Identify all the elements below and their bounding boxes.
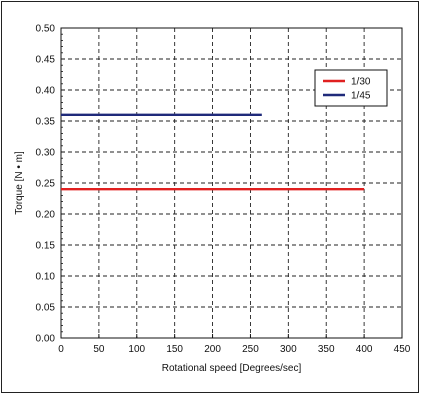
y-tick-label: 0.40 — [36, 86, 56, 97]
x-tick-label: 250 — [242, 344, 259, 355]
y-tick-label: 0.20 — [36, 210, 56, 221]
y-tick-label: 0.05 — [36, 303, 56, 314]
y-tick-label: 0.45 — [36, 55, 56, 66]
x-tick-label: 450 — [394, 344, 411, 355]
x-tick-label: 300 — [280, 344, 297, 355]
y-tick-label: 0.15 — [36, 241, 56, 252]
y-tick-label: 0.10 — [36, 272, 56, 283]
grid-lines — [61, 28, 402, 338]
x-axis-label: Rotational speed [Degrees/sec] — [162, 363, 302, 374]
x-tick-label: 0 — [58, 344, 64, 355]
y-tick-label: 0.25 — [36, 179, 56, 190]
series-lines — [61, 113, 365, 191]
legend: 1/30 1/45 — [314, 69, 388, 107]
y-axis-label: Torque [N • m] — [14, 151, 25, 215]
y-tick-label: 0.30 — [36, 148, 56, 159]
legend-label-1: 1/30 — [351, 77, 371, 88]
y-tick-label: 0.35 — [36, 117, 56, 128]
legend-label-2: 1/45 — [351, 91, 371, 102]
x-tick-label: 400 — [356, 344, 373, 355]
x-axis-tick-labels: 0 50 100 150 200 250 300 350 400 450 — [58, 344, 411, 355]
x-tick-label: 350 — [318, 344, 335, 355]
x-tick-label: 200 — [204, 344, 221, 355]
x-tick-label: 150 — [166, 344, 183, 355]
x-tick-label: 50 — [93, 344, 105, 355]
legend-box — [314, 69, 388, 107]
y-tick-label: 0.00 — [36, 334, 56, 345]
y-axis-tick-labels: 0.00 0.05 0.10 0.15 0.20 0.25 0.30 0.35 0.40 0.45… — [36, 24, 56, 345]
x-tick-label: 100 — [128, 344, 145, 355]
y-tick-label: 0.50 — [36, 24, 56, 35]
